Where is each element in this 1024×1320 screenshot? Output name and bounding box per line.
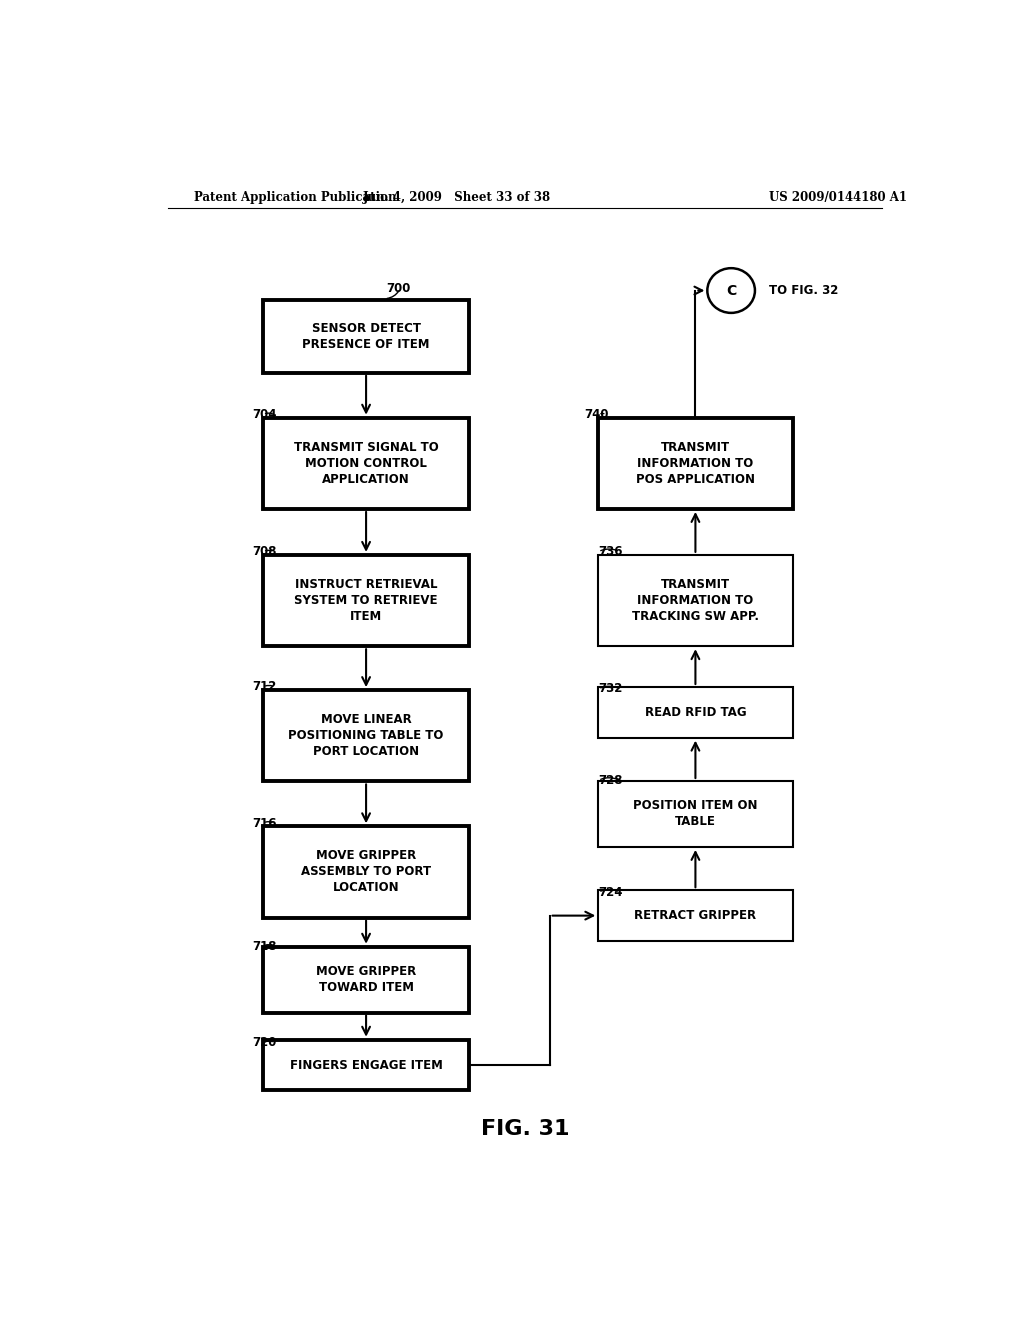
Text: 700: 700 [386, 282, 411, 294]
Text: SENSOR DETECT
PRESENCE OF ITEM: SENSOR DETECT PRESENCE OF ITEM [302, 322, 430, 351]
Text: FINGERS ENGAGE ITEM: FINGERS ENGAGE ITEM [290, 1059, 442, 1072]
FancyBboxPatch shape [263, 554, 469, 647]
FancyBboxPatch shape [263, 300, 469, 372]
Ellipse shape [708, 268, 755, 313]
Text: 704: 704 [253, 408, 278, 421]
Text: POSITION ITEM ON
TABLE: POSITION ITEM ON TABLE [633, 800, 758, 829]
Text: 708: 708 [253, 545, 278, 558]
Text: READ RFID TAG: READ RFID TAG [645, 706, 746, 719]
Text: INSTRUCT RETRIEVAL
SYSTEM TO RETRIEVE
ITEM: INSTRUCT RETRIEVAL SYSTEM TO RETRIEVE IT… [294, 578, 438, 623]
Text: MOVE LINEAR
POSITIONING TABLE TO
PORT LOCATION: MOVE LINEAR POSITIONING TABLE TO PORT LO… [289, 713, 443, 758]
Text: TRANSMIT
INFORMATION TO
TRACKING SW APP.: TRANSMIT INFORMATION TO TRACKING SW APP. [632, 578, 759, 623]
Text: FIG. 31: FIG. 31 [480, 1119, 569, 1139]
Text: Jun. 4, 2009   Sheet 33 of 38: Jun. 4, 2009 Sheet 33 of 38 [364, 190, 551, 203]
Text: 736: 736 [598, 545, 623, 558]
Text: 718: 718 [253, 940, 278, 953]
Text: 724: 724 [598, 886, 623, 899]
FancyBboxPatch shape [598, 417, 793, 510]
Text: 712: 712 [253, 680, 276, 693]
Text: TRANSMIT SIGNAL TO
MOTION CONTROL
APPLICATION: TRANSMIT SIGNAL TO MOTION CONTROL APPLIC… [294, 441, 438, 486]
FancyBboxPatch shape [263, 826, 469, 917]
FancyBboxPatch shape [598, 686, 793, 738]
Text: Patent Application Publication: Patent Application Publication [194, 190, 396, 203]
FancyBboxPatch shape [263, 690, 469, 781]
Text: C: C [726, 284, 736, 297]
Text: 728: 728 [598, 774, 623, 787]
Text: 720: 720 [253, 1036, 276, 1049]
Text: TRANSMIT
INFORMATION TO
POS APPLICATION: TRANSMIT INFORMATION TO POS APPLICATION [636, 441, 755, 486]
Text: MOVE GRIPPER
TOWARD ITEM: MOVE GRIPPER TOWARD ITEM [316, 965, 416, 994]
FancyBboxPatch shape [598, 554, 793, 647]
Text: 732: 732 [598, 682, 623, 696]
FancyBboxPatch shape [598, 781, 793, 847]
Text: MOVE GRIPPER
ASSEMBLY TO PORT
LOCATION: MOVE GRIPPER ASSEMBLY TO PORT LOCATION [301, 849, 431, 895]
FancyBboxPatch shape [263, 417, 469, 510]
FancyBboxPatch shape [263, 946, 469, 1012]
Text: 716: 716 [253, 817, 278, 830]
Text: TO FIG. 32: TO FIG. 32 [769, 284, 839, 297]
Text: 740: 740 [585, 408, 609, 421]
Text: RETRACT GRIPPER: RETRACT GRIPPER [634, 909, 757, 923]
FancyBboxPatch shape [263, 1040, 469, 1090]
FancyBboxPatch shape [598, 890, 793, 941]
Text: US 2009/0144180 A1: US 2009/0144180 A1 [769, 190, 907, 203]
